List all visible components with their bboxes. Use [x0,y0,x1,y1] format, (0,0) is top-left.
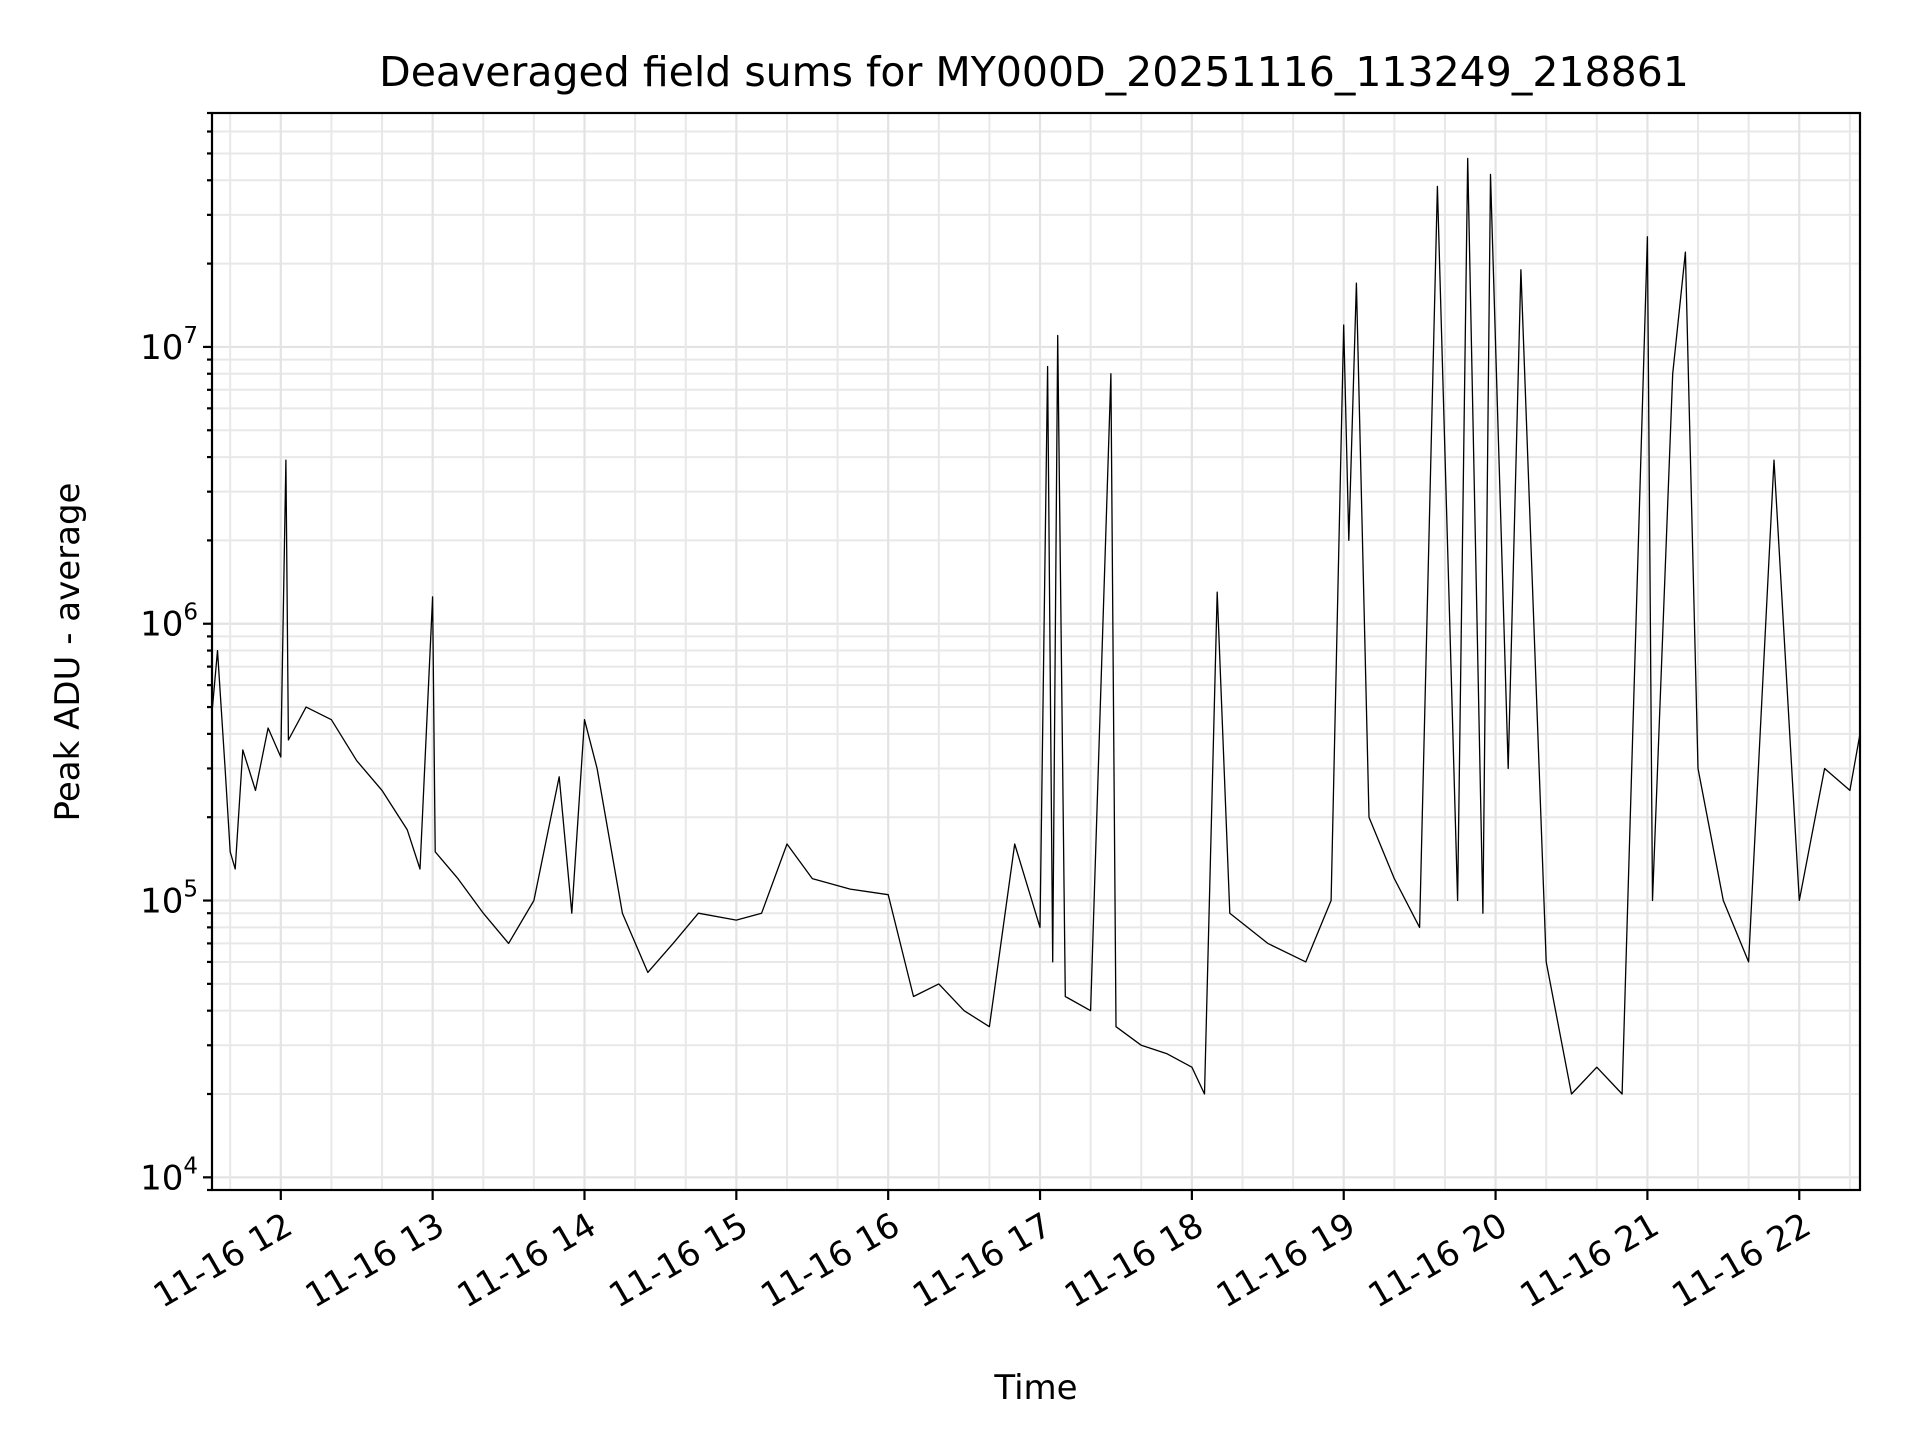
series-line [211,157,1861,1095]
chart-title: Deaveraged field sums for MY000D_2025111… [379,48,1689,96]
y-tick-label: 107 [140,323,198,368]
y-tick-label: 104 [140,1153,198,1198]
y-axis: 104 105 106 107 [140,111,212,1198]
x-axis-label: Time [993,1368,1077,1408]
series-layer [211,157,1861,1095]
y-tick-label: 105 [140,877,198,922]
grid [212,112,1860,1191]
y-tick-label: 106 [140,600,198,645]
y-axis-label: Peak ADU - average [48,483,88,822]
